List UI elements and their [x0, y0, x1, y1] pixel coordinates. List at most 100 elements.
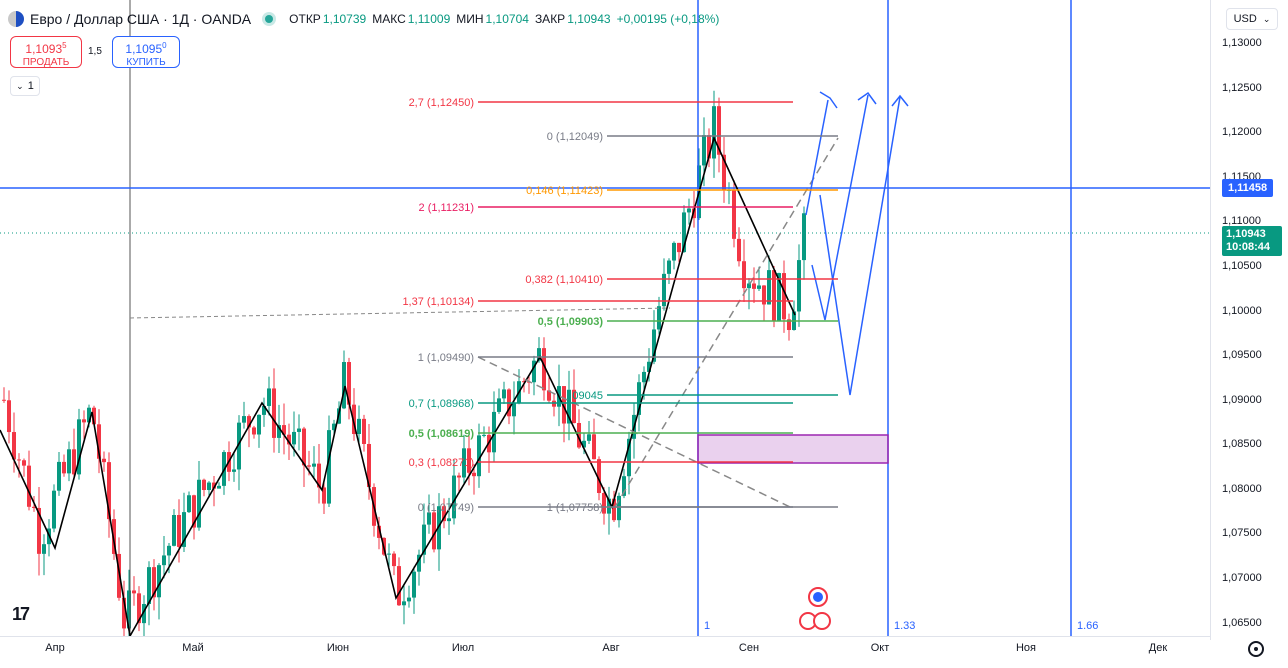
candle-body	[467, 448, 471, 473]
time-tick: Авг	[602, 642, 620, 654]
candle-body	[72, 449, 76, 475]
candle-body	[722, 154, 726, 191]
candle-body	[582, 440, 586, 448]
candle-body	[277, 425, 281, 438]
candle-body	[302, 428, 306, 466]
candle-body	[217, 485, 221, 489]
candle-body	[137, 593, 141, 624]
candle-body	[407, 597, 411, 602]
time-tick: Июн	[326, 642, 350, 654]
candle-body	[602, 493, 606, 514]
candle-body	[402, 601, 406, 606]
candle-body	[597, 459, 601, 494]
horizontal-line-price-tag[interactable]: 1,11458	[1222, 179, 1274, 197]
candle-body	[247, 416, 251, 428]
candle-body	[7, 400, 11, 433]
candle-body	[57, 461, 61, 491]
candle-body	[577, 423, 581, 448]
candle-body	[257, 414, 261, 435]
spread-value: 1,5	[88, 46, 102, 57]
price-tick: 1,09500	[1222, 349, 1262, 362]
candle-body	[32, 506, 36, 508]
candle-body	[702, 135, 706, 166]
buy-label: КУПИТЬ	[126, 57, 166, 68]
candle-body	[172, 515, 176, 546]
current-price-tag: 1,10943 10:08:44	[1222, 226, 1282, 256]
candle-body	[562, 386, 566, 424]
candle-body	[747, 283, 751, 289]
price-tick: 1,06500	[1222, 616, 1262, 629]
candle-body	[447, 518, 451, 522]
candle-body	[687, 208, 691, 213]
zigzag-pattern	[0, 135, 796, 639]
change-value: +0,00195 (+0,18%)	[616, 12, 720, 26]
candle-body	[412, 571, 416, 598]
time-tick: Сен	[738, 642, 760, 654]
candle-body	[642, 371, 646, 383]
candle-body	[752, 283, 756, 289]
fib-level-label: 0,382 (1,10410)	[525, 274, 603, 286]
candle-body	[287, 434, 291, 445]
candle-body	[667, 260, 671, 274]
fib-level-label: 0,5 (1,08619)	[409, 428, 475, 440]
drawings-layer: 1 1.33 1.66	[0, 0, 1210, 639]
candle-body	[142, 603, 146, 624]
candle-body	[22, 460, 26, 466]
collapse-indicators-button[interactable]: ⌄ 1	[10, 76, 40, 96]
candle-body	[397, 566, 401, 606]
gear-icon[interactable]	[1248, 641, 1264, 657]
candle-body	[772, 270, 776, 321]
candle-body	[322, 487, 326, 504]
candle-body	[627, 438, 631, 477]
indicator-count: 1	[27, 80, 34, 92]
candle-body	[357, 418, 361, 434]
candle-body	[112, 519, 116, 554]
fib-level-label: 1 (1,09490)	[418, 352, 474, 364]
candle-body	[377, 525, 381, 538]
time-axis[interactable]	[0, 636, 1210, 668]
price-tick: 1,10500	[1222, 260, 1262, 273]
candle-body	[292, 431, 296, 445]
candle-body	[97, 424, 101, 459]
candle-body	[347, 362, 351, 405]
price-tick: 1,12000	[1222, 126, 1262, 139]
buy-button[interactable]: 1,10950 КУПИТЬ	[112, 36, 180, 68]
candle-body	[622, 476, 626, 496]
candle-body	[717, 106, 721, 155]
tradingview-logo-icon[interactable]: 17	[12, 604, 30, 624]
price-tick: 1,07000	[1222, 572, 1262, 585]
time-cycle-label: 1.66	[1077, 620, 1098, 632]
candle-body	[442, 506, 446, 522]
candle-body	[657, 306, 661, 330]
projection-path	[811, 94, 869, 321]
supply-zone-box	[697, 434, 889, 464]
time-cycle-label: 1.33	[894, 620, 915, 632]
candle-body	[147, 567, 151, 604]
price-tick: 1,08000	[1222, 482, 1262, 495]
symbol-title[interactable]: Евро / Доллар США · 1Д · OANDA	[30, 11, 252, 27]
price-axis[interactable]	[1210, 0, 1288, 640]
candle-body	[92, 407, 96, 425]
time-tick: Июл	[451, 642, 475, 654]
candle-body	[392, 553, 396, 567]
currency-flag-icon	[8, 11, 24, 27]
low-label: МИН	[456, 12, 484, 26]
fib-level-label: 0,146 (1,11423)	[526, 185, 603, 197]
candle-body	[312, 463, 316, 467]
candle-body	[437, 506, 441, 550]
currency-button[interactable]: USD ⌄	[1226, 8, 1278, 30]
candle-body	[187, 495, 191, 513]
price-tick: 1,08500	[1222, 438, 1262, 451]
candle-body	[307, 465, 311, 467]
candle-body	[207, 482, 211, 491]
projection-path	[805, 99, 829, 216]
candle-body	[162, 555, 166, 566]
candle-body	[52, 490, 56, 529]
sell-button[interactable]: 1,10935 ПРОДАТЬ	[10, 36, 82, 68]
arrow-head-icon	[891, 94, 909, 107]
candle-body	[202, 479, 206, 491]
candle-body	[542, 348, 546, 391]
candle-body	[197, 479, 201, 528]
